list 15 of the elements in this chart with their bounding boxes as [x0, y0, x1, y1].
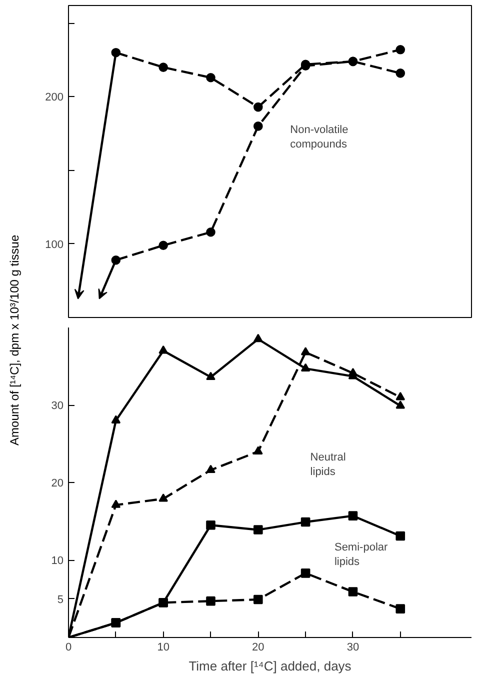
x-tick-label: 30	[346, 642, 360, 654]
y-tick-label: 30	[51, 400, 64, 412]
x-tick-label: 20	[252, 642, 264, 654]
x-tick-label: 0	[65, 642, 72, 654]
annotation: Semi-polar lipids	[334, 541, 388, 568]
y-tick-label: 5	[57, 594, 64, 606]
annotation: Non-volatile compounds	[290, 124, 348, 150]
annotation: Neutral lipids	[310, 452, 346, 478]
y-tick-label: 10	[51, 555, 64, 567]
y-tick-label: 100	[45, 238, 64, 251]
x-tick-label: 10	[157, 642, 170, 654]
y-axis-title: Amount of [¹⁴C], dpm x 10³/100 g tissue	[8, 234, 22, 446]
x-axis-title: Time after [¹⁴C] added, days	[188, 658, 352, 674]
y-tick-label: 20	[51, 478, 64, 490]
y-tick-label: 200	[45, 92, 64, 104]
